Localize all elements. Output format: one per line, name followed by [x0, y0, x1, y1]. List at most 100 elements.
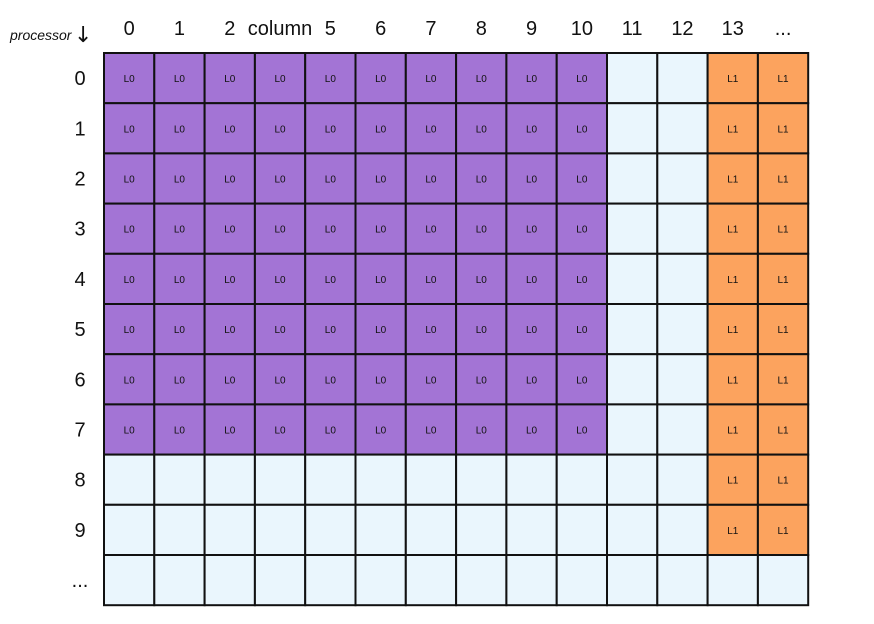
column-header: 5 [325, 18, 336, 40]
down-arrow-icon: ↓ [74, 23, 92, 48]
grid: L0 L0 L0 L0 L0 L0 L0 L0 L0 L0 L1 L1 L0 L0 L0 L0 L0 L0 L0 L0… [103, 52, 810, 607]
cell-empty [505, 554, 558, 607]
cell-empty [103, 503, 156, 556]
cell-label: L0 [124, 375, 136, 386]
cell-empty [606, 202, 659, 255]
row-header: 0 [74, 68, 85, 90]
cell-label: L0 [325, 375, 337, 386]
cell-label: L0 [425, 74, 437, 85]
cell-label: L1 [727, 74, 739, 85]
cell-label: L0 [476, 275, 488, 286]
cell-label: L0 [224, 375, 236, 386]
cell-label: L0 [174, 426, 186, 437]
cell-empty [253, 503, 307, 556]
cell-l0 [505, 303, 558, 356]
cell-label: L1 [727, 225, 739, 236]
column-header: 9 [526, 18, 537, 40]
cell-empty [606, 554, 659, 607]
cell-label: L0 [124, 325, 136, 336]
cell-empty [304, 453, 357, 506]
cell-empty [656, 453, 709, 506]
cell-label: L0 [576, 275, 588, 286]
cell-l0 [404, 403, 458, 456]
cell-label: L1 [777, 325, 789, 336]
cell-empty [555, 453, 609, 506]
cell-label: L1 [777, 426, 789, 437]
cell-label: L0 [425, 426, 437, 437]
cell-label: L0 [526, 175, 538, 186]
cell-empty [606, 403, 659, 456]
row-headers: 0 1 2 3 4 5 6 7 8 9... [72, 68, 89, 592]
cell-empty [706, 554, 759, 607]
cell-label: L0 [274, 175, 286, 186]
cell-l0 [555, 52, 609, 105]
row-header: ... [72, 570, 89, 592]
column-header: 6 [375, 18, 386, 40]
cell-empty [354, 453, 407, 506]
cell-l1 [756, 202, 810, 255]
cell-label: L0 [224, 124, 236, 135]
cell-l1 [706, 102, 759, 155]
cell-l0 [103, 303, 156, 356]
cell-label: L0 [274, 375, 286, 386]
cell-label: L0 [375, 175, 387, 186]
cell-label: L0 [476, 175, 488, 186]
cell-label: L0 [576, 175, 588, 186]
cell-empty [555, 503, 609, 556]
cell-l0 [253, 102, 307, 155]
cell-label: L0 [325, 275, 337, 286]
cell-empty [153, 503, 206, 556]
column-header: ... [775, 18, 792, 40]
cell-l0 [253, 403, 307, 456]
cell-empty [153, 554, 206, 607]
cell-empty [606, 353, 659, 406]
cell-label: L0 [425, 124, 437, 135]
row-header: 3 [74, 219, 85, 241]
cell-label: L0 [425, 175, 437, 186]
cell-l1 [756, 403, 810, 456]
cell-label: L0 [124, 175, 136, 186]
cell-l0 [103, 202, 156, 255]
cell-l0 [505, 202, 558, 255]
cell-l0 [304, 353, 357, 406]
cell-label: L1 [777, 375, 789, 386]
cell-l0 [103, 403, 156, 456]
cell-label: L0 [274, 225, 286, 236]
cell-l1 [706, 503, 759, 556]
cell-empty [606, 102, 659, 155]
cell-label: L0 [224, 426, 236, 437]
corner-label: processor [9, 27, 73, 43]
cell-l1 [756, 102, 810, 155]
cell-label: L0 [325, 325, 337, 336]
cell-l1 [756, 353, 810, 406]
cell-empty [253, 554, 307, 607]
cell-label: L0 [576, 325, 588, 336]
cell-label: L0 [425, 275, 437, 286]
cell-label: L0 [325, 124, 337, 135]
cell-empty [656, 252, 709, 306]
cell-label: L1 [727, 375, 739, 386]
row-header: 1 [74, 118, 85, 140]
cell-label: L0 [425, 225, 437, 236]
cell-label: L0 [274, 74, 286, 85]
cell-label: L0 [325, 426, 337, 437]
cell-label: L0 [124, 426, 136, 437]
cell-empty [505, 503, 558, 556]
cell-label: L1 [777, 74, 789, 85]
cell-empty [606, 52, 659, 105]
cell-l0 [153, 252, 206, 306]
column-header: 13 [722, 18, 744, 40]
cell-l0 [455, 102, 508, 155]
column-header: 12 [671, 18, 693, 40]
cell-label: L0 [274, 124, 286, 135]
cell-l0 [203, 353, 256, 406]
cell-l0 [153, 353, 206, 406]
cell-empty [304, 503, 357, 556]
cell-label: L0 [274, 275, 286, 286]
cell-label: L1 [777, 175, 789, 186]
cell-label: L0 [124, 275, 136, 286]
cell-l0 [103, 252, 156, 306]
cell-label: L0 [576, 74, 588, 85]
cell-label: L0 [174, 275, 186, 286]
cell-label: L1 [727, 526, 739, 537]
